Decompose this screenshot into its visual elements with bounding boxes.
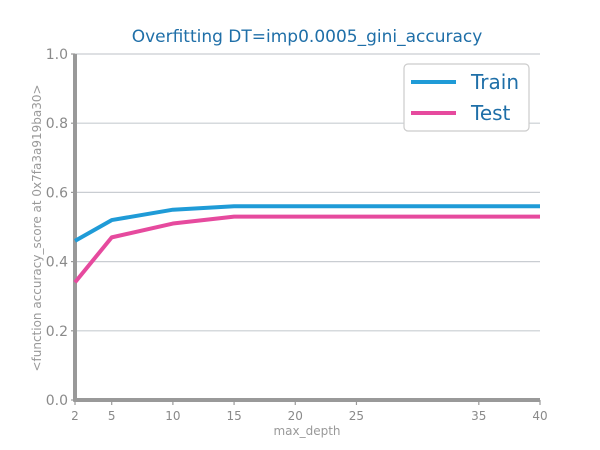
x-ticks: 2 5 10 15 20 25 35 40 xyxy=(71,400,548,423)
y-tick-label: 1.0 xyxy=(46,47,68,63)
x-tick-label: 15 xyxy=(226,409,241,423)
legend: Train Test xyxy=(403,63,530,132)
y-ticks: 0.0 0.2 0.4 0.6 0.8 1.0 xyxy=(46,47,75,409)
x-axis-label: max_depth xyxy=(273,424,340,438)
legend-label-train: Train xyxy=(470,70,519,94)
y-tick-label: 0.8 xyxy=(46,116,68,132)
y-tick-label: 0.2 xyxy=(46,324,68,340)
chart-title: Overfitting DT=imp0.0005_gini_accuracy xyxy=(132,27,483,47)
x-tick-label: 10 xyxy=(165,409,180,423)
legend-label-test: Test xyxy=(470,101,511,125)
y-axis-label: <function accuracy_score at 0x7fa3a919ba… xyxy=(30,84,44,371)
x-tick-label: 5 xyxy=(108,409,116,423)
axes xyxy=(73,54,540,402)
x-tick-label: 25 xyxy=(349,409,364,423)
series-line-test xyxy=(73,214,540,284)
y-tick-label: 0.4 xyxy=(46,255,68,271)
series-lines xyxy=(73,204,540,284)
x-tick-label: 2 xyxy=(71,409,79,423)
y-tick-label: 0.6 xyxy=(46,185,68,201)
x-tick-label: 20 xyxy=(288,409,303,423)
y-tick-label: 0.0 xyxy=(46,393,68,409)
x-tick-label: 40 xyxy=(532,409,547,423)
series-line-train xyxy=(74,204,540,243)
x-tick-label: 35 xyxy=(471,409,486,423)
